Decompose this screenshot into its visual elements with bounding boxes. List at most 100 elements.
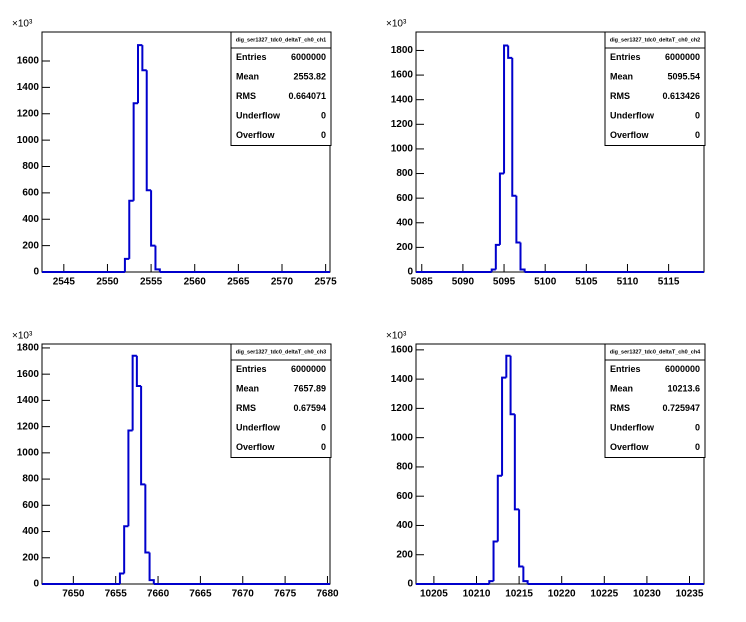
stats-label: Entries [610, 364, 641, 374]
y-tick-label: 0 [407, 267, 413, 278]
histogram-bin [150, 190, 156, 247]
x-tick-label: 7660 [147, 589, 170, 600]
x-tick-label: 7650 [62, 589, 85, 600]
y-tick-label: 1000 [17, 447, 40, 458]
x-tick-label: 2545 [53, 277, 76, 288]
x-tick-label: 2575 [315, 277, 338, 288]
histogram-bin [503, 44, 509, 174]
stats-value: 0.664071 [288, 91, 326, 101]
y-tick-label: 600 [22, 188, 39, 199]
stats-box [230, 343, 332, 458]
histogram-bin [140, 385, 146, 486]
y-tick-label: 200 [22, 552, 39, 563]
y-tick-label: 400 [396, 217, 413, 228]
y-tick-label: 1200 [17, 421, 40, 432]
x-tick-label: 10235 [676, 589, 704, 600]
x-tick-label: 5110 [617, 277, 639, 288]
x-tick-label: 7670 [232, 589, 255, 600]
stats-label: Entries [610, 52, 641, 62]
histogram-bin [118, 572, 125, 584]
histogram-bin [492, 540, 498, 582]
y-exponent: ×10³ [12, 331, 33, 342]
y-exponent: ×10³ [386, 331, 407, 342]
stats-label: Underflow [610, 423, 655, 433]
x-tick-label: 5105 [575, 277, 598, 288]
histogram-bin [131, 354, 137, 431]
histogram-bin [137, 44, 143, 104]
stats-label: RMS [610, 91, 630, 101]
y-tick-label: 1200 [391, 119, 414, 130]
y-tick-label: 600 [396, 491, 413, 502]
stats-title: dig_ser1327_tdc0_deltaT_ch0_ch1 [236, 37, 327, 43]
histogram-bin [509, 355, 515, 416]
y-tick-label: 800 [22, 161, 39, 172]
stats-label: Overflow [236, 130, 276, 140]
stats-value: 2553.82 [293, 72, 326, 82]
stats-label: Mean [610, 384, 633, 394]
y-exponent: ×10³ [12, 19, 33, 30]
histogram-bin [488, 580, 494, 584]
x-tick-label: 7655 [105, 589, 128, 600]
histogram-bin [135, 355, 142, 387]
y-tick-label: 1600 [391, 70, 414, 81]
stats-label: Entries [236, 52, 267, 62]
y-exponent: ×10³ [386, 19, 407, 30]
stats-label: Mean [236, 72, 259, 82]
stats-value: 0 [321, 423, 326, 433]
histogram-bin [145, 70, 152, 192]
x-tick-label: 5095 [493, 277, 516, 288]
histogram-bin [498, 172, 505, 245]
x-tick-label: 10210 [463, 589, 491, 600]
stats-value: 0.725947 [662, 403, 700, 413]
x-tick-label: 10230 [633, 589, 661, 600]
histogram-bin [522, 566, 529, 584]
stats-value: 6000000 [291, 52, 326, 62]
x-tick-label: 5090 [452, 277, 475, 288]
stats-label: Underflow [236, 111, 281, 121]
y-tick-label: 1000 [17, 135, 40, 146]
y-tick-label: 1200 [391, 403, 414, 414]
histogram-bin [518, 509, 524, 568]
stats-value: 0 [695, 442, 700, 452]
y-tick-label: 1800 [17, 343, 40, 354]
stats-label: Mean [236, 384, 259, 394]
stats-label: Overflow [236, 442, 276, 452]
histogram-bin [127, 429, 133, 527]
x-tick-label: 5085 [411, 277, 434, 288]
stats-value: 0 [321, 130, 326, 140]
histogram-bin [507, 45, 513, 59]
stats-label: RMS [236, 91, 256, 101]
stats-label: Overflow [610, 130, 650, 140]
y-tick-label: 1600 [17, 369, 40, 380]
x-tick-label: 5100 [534, 277, 557, 288]
stats-label: Underflow [610, 111, 655, 121]
y-tick-label: 1800 [391, 45, 414, 56]
x-tick-label: 5115 [658, 277, 680, 288]
x-tick-label: 10215 [505, 589, 533, 600]
stats-label: RMS [610, 403, 630, 413]
y-tick-label: 800 [22, 474, 39, 485]
x-tick-label: 7680 [316, 589, 339, 600]
stats-value: 0 [321, 111, 326, 121]
stats-value: 0.67594 [293, 403, 326, 413]
stats-label: RMS [236, 403, 256, 413]
stats-value: 5095.54 [667, 72, 700, 82]
stats-box [604, 343, 706, 458]
y-tick-label: 0 [33, 267, 39, 278]
x-tick-label: 2565 [227, 277, 250, 288]
y-tick-label: 600 [22, 500, 39, 511]
x-tick-label: 7665 [189, 589, 212, 600]
y-tick-label: 1400 [391, 374, 414, 385]
histogram-bin [496, 474, 503, 542]
x-tick-label: 2555 [140, 277, 163, 288]
histogram-bin [128, 199, 134, 259]
stats-value: 6000000 [665, 52, 700, 62]
y-tick-label: 400 [22, 214, 39, 225]
stats-value: 6000000 [665, 364, 700, 374]
stats-value: 0.613426 [662, 91, 700, 101]
stats-value: 0 [695, 423, 700, 433]
y-tick-label: 800 [396, 462, 413, 473]
histogram-bin [519, 242, 526, 272]
y-tick-label: 0 [407, 579, 413, 590]
y-tick-label: 600 [396, 193, 413, 204]
